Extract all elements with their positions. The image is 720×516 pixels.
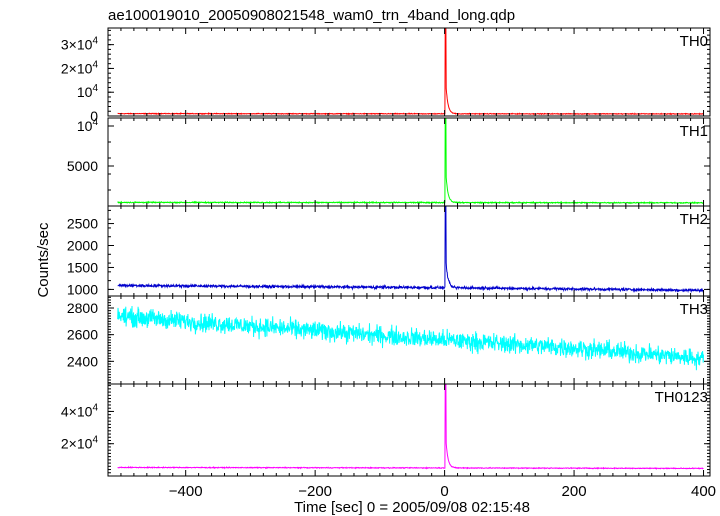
panel-frame: [107, 117, 711, 207]
panel-frame: [107, 383, 711, 477]
y-tick-label: 1500: [67, 259, 98, 275]
panel-th0: 0 104 2×104 3×104 TH0: [61, 27, 711, 124]
series-line-th0123: [117, 384, 704, 470]
x-axis-label: Time [sec] 0 = 2005/09/08 02:15:48: [294, 499, 530, 516]
x-tick-label: 0: [440, 483, 448, 500]
x-axis: −400 −200 0 200 400: [169, 483, 716, 500]
panel-th1: 5000 104 TH1: [67, 117, 711, 207]
panel-label-th0: TH0: [680, 33, 708, 50]
series-line-th0: [117, 28, 704, 116]
y-tick-label: 2000: [67, 238, 98, 254]
x-tick-label: −200: [298, 483, 332, 500]
series-line-th3: [117, 305, 704, 371]
y-tick-label: 2×104: [61, 435, 99, 452]
y-tick-label: 104: [77, 117, 99, 134]
y-tick-label: 3×104: [61, 36, 99, 53]
x-tick-label: 200: [562, 483, 587, 500]
x-tick-label: −400: [169, 483, 203, 500]
y-tick-label: 4×104: [61, 402, 99, 419]
panel-frame: [107, 205, 711, 297]
y-tick-label: 104: [77, 83, 99, 100]
panel-label-th3: TH3: [680, 301, 708, 318]
y-tick-label: 2500: [67, 216, 98, 232]
y-tick-label: 5000: [67, 158, 98, 174]
y-tick-label: 2×104: [61, 59, 99, 76]
panel-th2: 1000 1500 2000 2500 TH2: [67, 205, 711, 297]
series-line-th1: [117, 118, 704, 205]
y-tick-label: 0: [90, 108, 98, 124]
panel-frame: [107, 27, 711, 117]
panel-label-th0123: TH0123: [655, 389, 708, 406]
panel-label-th1: TH1: [680, 123, 708, 140]
y-tick-label: 2400: [67, 353, 98, 369]
panel-label-th2: TH2: [680, 211, 708, 228]
panel-th3: 2400 2600 2800 TH3: [67, 295, 711, 385]
y-tick-label: 2600: [67, 327, 98, 343]
y-tick-label: 1000: [67, 281, 98, 297]
panel-th0123: 2×104 4×104 TH0123: [61, 383, 711, 477]
y-axis-label: Counts/sec: [35, 222, 52, 298]
series-line-th2: [117, 206, 704, 294]
x-tick-label: 400: [691, 483, 716, 500]
chart-title: ae100019010_20050908021548_wam0_trn_4ban…: [108, 7, 515, 24]
y-tick-label: 2800: [67, 300, 98, 316]
